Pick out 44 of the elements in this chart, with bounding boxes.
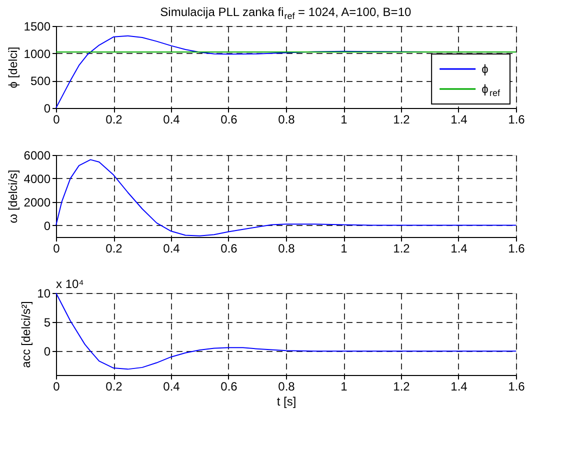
y-tick-label: 1000 <box>24 46 51 61</box>
x-tick-label: 0.2 <box>106 380 123 394</box>
x-tick-label: 0.6 <box>220 380 238 394</box>
x-tick-label: 1.4 <box>450 242 468 256</box>
x-tick-label: 1.6 <box>508 112 526 126</box>
y-tick-label: 2000 <box>24 195 51 210</box>
y-axis-title: ϕ [delci] <box>6 46 20 88</box>
x-tick-label: 0.2 <box>106 112 123 126</box>
x-tick-label: 1.2 <box>393 112 410 126</box>
x-tick-label: 0 <box>53 242 60 256</box>
x-tick-label: 1 <box>340 112 348 126</box>
legend-label: ϕ <box>482 62 489 76</box>
x-tick-label: 1.4 <box>450 380 468 394</box>
x-tick-label: 1.4 <box>450 112 468 126</box>
text: x 10⁴ <box>56 277 84 291</box>
x-tick-label: 0.4 <box>163 242 180 256</box>
y-tick-label: 4000 <box>24 172 51 186</box>
x-tick-label: 0.4 <box>163 112 180 126</box>
y-tick-label: 0 <box>44 344 51 359</box>
y-tick-label: 500 <box>30 74 51 88</box>
x-tick-label: 0.6 <box>220 242 238 256</box>
y-axis-title: acc [delci/s²] <box>19 301 34 368</box>
x-tick-label: 0.6 <box>220 112 238 126</box>
x-tick-label: 1 <box>340 380 348 394</box>
y-tick-label: 1500 <box>24 20 51 34</box>
y-tick-label: 0 <box>44 102 51 116</box>
x-tick-label: 1.2 <box>393 242 410 256</box>
x-tick-label: 0.8 <box>278 112 296 126</box>
x-tick-label: 1.6 <box>508 242 526 256</box>
y-tick-label: 10 <box>37 286 51 300</box>
x-tick-label: 0.8 <box>278 242 296 256</box>
y-tick-label: 5 <box>44 316 51 330</box>
x-tick-label: 0.4 <box>163 380 180 394</box>
y-tick-label: 0 <box>44 218 51 233</box>
x-axis-title: t [s] <box>276 394 296 408</box>
y-axis-title: ω [delci/s] <box>6 170 20 224</box>
x-tick-label: 0 <box>53 380 60 394</box>
x-tick-label: 1.6 <box>508 380 526 394</box>
x-tick-label: 1 <box>340 242 348 256</box>
x-tick-label: 1.2 <box>393 380 410 394</box>
x-tick-label: 0 <box>53 112 60 126</box>
x-tick-label: 0.8 <box>278 380 296 394</box>
x-tick-label: 0.2 <box>106 242 123 256</box>
y-tick-label: 6000 <box>24 148 51 162</box>
